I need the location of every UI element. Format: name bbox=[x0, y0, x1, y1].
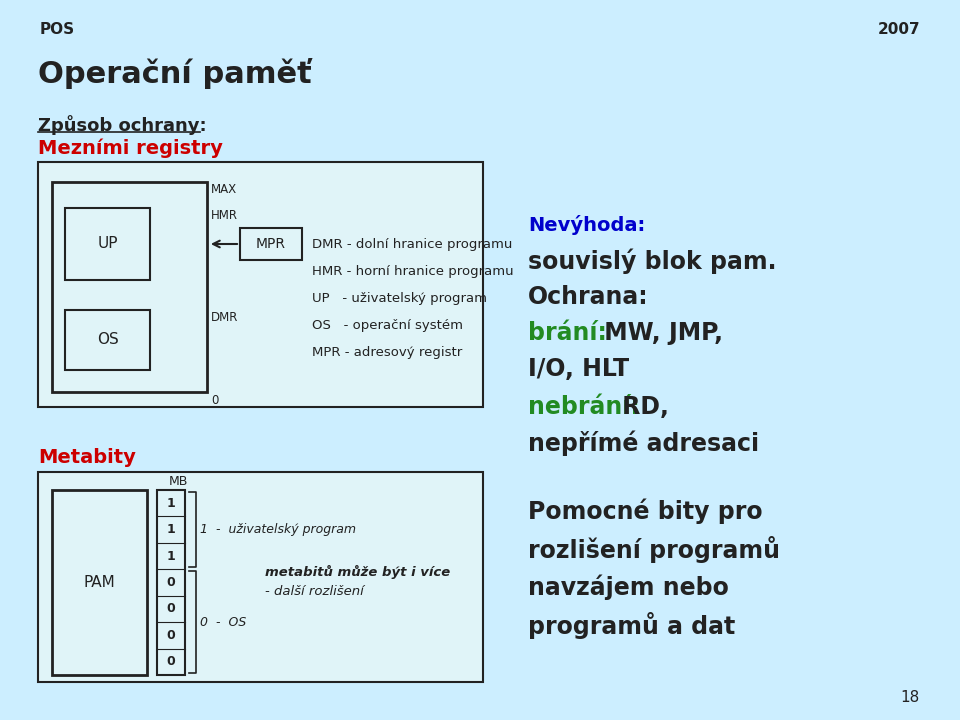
Text: 2007: 2007 bbox=[877, 22, 920, 37]
Text: I/O, HLT: I/O, HLT bbox=[528, 357, 629, 381]
Text: MPR - adresový registr: MPR - adresový registr bbox=[312, 346, 463, 359]
Text: - další rozlišení: - další rozlišení bbox=[265, 585, 364, 598]
Text: 18: 18 bbox=[900, 690, 920, 705]
FancyBboxPatch shape bbox=[38, 472, 483, 682]
FancyBboxPatch shape bbox=[65, 310, 150, 370]
Text: DMR - dolní hranice programu: DMR - dolní hranice programu bbox=[312, 238, 513, 251]
Text: 0: 0 bbox=[211, 394, 218, 407]
Text: souvislý blok pam.: souvislý blok pam. bbox=[528, 249, 777, 274]
Text: metabitů může být i více: metabitů může být i více bbox=[265, 565, 450, 579]
FancyBboxPatch shape bbox=[65, 208, 150, 280]
Text: 0: 0 bbox=[167, 629, 176, 642]
Text: UP   - uživatelský program: UP - uživatelský program bbox=[312, 292, 487, 305]
Text: MB: MB bbox=[168, 475, 188, 488]
Text: Nevýhoda:: Nevýhoda: bbox=[528, 215, 645, 235]
Text: Operační paměť: Operační paměť bbox=[38, 58, 312, 89]
Text: Způsob ochrany:: Způsob ochrany: bbox=[38, 115, 206, 135]
Text: DMR: DMR bbox=[211, 311, 238, 324]
Text: 0: 0 bbox=[167, 576, 176, 589]
Text: HMR: HMR bbox=[211, 209, 238, 222]
Text: HMR - horní hranice programu: HMR - horní hranice programu bbox=[312, 265, 514, 278]
Text: Pomocné bity pro: Pomocné bity pro bbox=[528, 498, 762, 523]
Text: 1  -  uživatelský program: 1 - uživatelský program bbox=[200, 523, 356, 536]
Text: POS: POS bbox=[40, 22, 75, 37]
Text: OS: OS bbox=[97, 333, 118, 348]
Text: 0  -  OS: 0 - OS bbox=[200, 616, 247, 629]
Text: 0: 0 bbox=[167, 655, 176, 668]
FancyBboxPatch shape bbox=[240, 228, 302, 260]
FancyBboxPatch shape bbox=[52, 490, 147, 675]
Text: 1: 1 bbox=[167, 497, 176, 510]
Text: Ochrana:: Ochrana: bbox=[528, 285, 649, 309]
Text: 1: 1 bbox=[167, 549, 176, 562]
Text: OS   - operační systém: OS - operační systém bbox=[312, 319, 463, 332]
FancyBboxPatch shape bbox=[157, 490, 185, 675]
Text: navzájem nebo: navzájem nebo bbox=[528, 574, 729, 600]
Text: brání:: brání: bbox=[528, 321, 607, 345]
Text: PAM: PAM bbox=[84, 575, 115, 590]
Text: 1: 1 bbox=[167, 523, 176, 536]
Text: MAX: MAX bbox=[211, 183, 237, 196]
Text: rozlišení programů: rozlišení programů bbox=[528, 536, 780, 563]
Text: Metabity: Metabity bbox=[38, 448, 136, 467]
Text: nebrání:: nebrání: bbox=[528, 395, 639, 419]
Text: RD,: RD, bbox=[614, 395, 669, 419]
Text: programů a dat: programů a dat bbox=[528, 612, 735, 639]
FancyBboxPatch shape bbox=[38, 162, 483, 407]
Text: UP: UP bbox=[97, 236, 118, 251]
Text: MPR: MPR bbox=[256, 237, 286, 251]
Text: nepřímé adresaci: nepřímé adresaci bbox=[528, 431, 759, 456]
Text: Mezními registry: Mezními registry bbox=[38, 138, 223, 158]
FancyBboxPatch shape bbox=[52, 182, 207, 392]
FancyArrowPatch shape bbox=[213, 240, 237, 248]
Text: MW, JMP,: MW, JMP, bbox=[596, 321, 723, 345]
Text: 0: 0 bbox=[167, 603, 176, 616]
